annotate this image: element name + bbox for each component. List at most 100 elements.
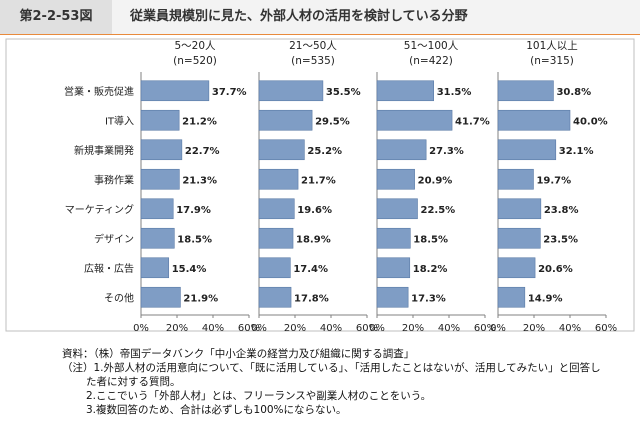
bar: [258, 257, 291, 279]
category-label: 営業・販売促進: [64, 85, 134, 98]
bar: [258, 109, 313, 131]
category-label: その他: [104, 291, 134, 304]
x-tick-label: 40%: [202, 323, 224, 334]
bar: [376, 80, 435, 102]
bar: [497, 109, 571, 131]
header-divider: [0, 34, 640, 35]
data-label: 18.2%: [413, 264, 448, 275]
x-tick-label: 20%: [284, 323, 306, 334]
bar: [140, 80, 210, 102]
x-tick-label: 0%: [133, 323, 149, 334]
bar: [140, 168, 180, 190]
x-tick-label: 60%: [356, 323, 378, 334]
data-label: 22.5%: [421, 205, 456, 216]
note-2: 2.ここでいう「外部人材」とは、フリーランスや副業人材のことをいう。: [86, 390, 432, 402]
panel-title: 21～50人: [289, 40, 337, 52]
data-label: 19.6%: [297, 205, 332, 216]
bar: [258, 168, 299, 190]
x-tick-label: 40%: [438, 323, 460, 334]
data-label: 19.7%: [536, 175, 571, 186]
x-tick-label: 20%: [523, 323, 545, 334]
data-label: 21.7%: [301, 175, 336, 186]
bar: [258, 80, 324, 102]
category-label: デザイン: [94, 232, 134, 245]
bar: [376, 227, 411, 249]
data-label: 35.5%: [326, 87, 361, 98]
category-label: 新規事業開発: [74, 144, 134, 157]
data-label: 21.3%: [182, 175, 217, 186]
bar: [376, 139, 427, 161]
category-label: 広報・広告: [84, 262, 134, 275]
bar: [140, 257, 170, 279]
panel-title: 101人以上: [526, 40, 578, 52]
data-label: 18.5%: [177, 234, 212, 245]
data-label: 23.8%: [544, 205, 579, 216]
data-label: 21.9%: [183, 293, 218, 304]
figure-header: 第2-2-53図 従業員規模別に見た、外部人材の活用を検討している分野: [0, 0, 640, 34]
bar: [497, 198, 542, 220]
bar: [140, 227, 175, 249]
bar: [258, 286, 292, 308]
panel-sample-size: (n=535): [291, 55, 335, 67]
data-label: 15.4%: [172, 264, 207, 275]
panel-title: 5～20人: [174, 40, 216, 52]
x-tick-label: 20%: [402, 323, 424, 334]
data-label: 18.5%: [413, 234, 448, 245]
data-label: 31.5%: [437, 87, 472, 98]
bar: [497, 80, 554, 102]
bar: [497, 168, 534, 190]
bar: [376, 168, 415, 190]
category-label: マーケティング: [65, 203, 134, 216]
data-label: 17.4%: [293, 264, 328, 275]
bar: [376, 286, 409, 308]
category-label: IT導入: [105, 114, 134, 127]
bar: [497, 227, 541, 249]
x-tick-label: 20%: [166, 323, 188, 334]
data-label: 20.6%: [538, 264, 573, 275]
note-1-line-2: た者に対する質問。: [86, 376, 181, 388]
bar: [497, 257, 536, 279]
bar: [258, 227, 294, 249]
panel-sample-size: (n=520): [173, 55, 217, 67]
bar: [376, 109, 453, 131]
notes-section: 資料：（株）帝国データバンク「中小企業の経営力及び組織に関する調査」 （注）1.…: [62, 347, 632, 417]
data-label: 30.8%: [556, 87, 591, 98]
data-label: 18.9%: [296, 234, 331, 245]
data-label: 23.5%: [543, 234, 578, 245]
bar: [258, 139, 305, 161]
bar: [497, 286, 526, 308]
category-label: 事務作業: [94, 173, 134, 186]
x-tick-label: 0%: [490, 323, 506, 334]
note-1-line-1: （注）1.外部人材の活用意向について、「既に活用している」、「活用したことはない…: [62, 362, 601, 374]
bar: [140, 198, 174, 220]
data-label: 37.7%: [212, 87, 247, 98]
data-label: 20.9%: [418, 175, 453, 186]
x-tick-label: 0%: [251, 323, 267, 334]
x-tick-label: 40%: [559, 323, 581, 334]
bar: [140, 109, 180, 131]
panel-sample-size: (n=422): [409, 55, 453, 67]
figure-number: 第2-2-53図: [0, 0, 112, 34]
bar: [140, 286, 181, 308]
bar: [140, 139, 183, 161]
panel-title: 51～100人: [404, 40, 459, 52]
data-label: 14.9%: [528, 293, 563, 304]
data-label: 41.7%: [455, 116, 490, 127]
bar-chart: 営業・販売促進 IT導入新規事業開発事務作業マーケティングデザイン広報・広告その他…: [5, 38, 635, 334]
data-label: 25.2%: [307, 146, 342, 157]
x-tick-label: 60%: [238, 323, 260, 334]
data-label: 17.3%: [411, 293, 446, 304]
panel-sample-size: (n=315): [530, 55, 574, 67]
source-note: 資料：（株）帝国データバンク「中小企業の経営力及び組織に関する調査」: [62, 348, 415, 360]
x-tick-label: 60%: [474, 323, 496, 334]
bar: [497, 139, 557, 161]
x-tick-label: 40%: [320, 323, 342, 334]
data-label: 29.5%: [315, 116, 350, 127]
data-label: 17.9%: [176, 205, 211, 216]
data-label: 17.8%: [294, 293, 329, 304]
note-3: 3.複数回答のため、合計は必ずしも100%にならない。: [86, 404, 347, 416]
chart-frame: [5, 38, 635, 332]
bar: [376, 257, 411, 279]
figure-title: 従業員規模別に見た、外部人材の活用を検討している分野: [112, 0, 640, 34]
data-label: 32.1%: [559, 146, 594, 157]
